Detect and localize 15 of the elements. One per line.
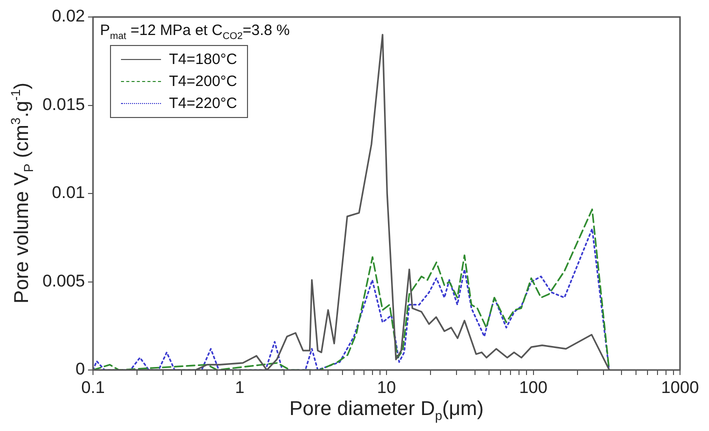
y-tick-label: 0.02 [52, 6, 85, 26]
x-tick-label: 0.1 [81, 378, 105, 397]
legend-label: T4=220°C [169, 94, 238, 112]
legend-title: P$_{mat}$ =12 MPa et C$_{CO2}$=3.8 % [100, 22, 290, 42]
y-tick-label: 0.01 [52, 183, 85, 202]
y-tick-label: 0.005 [42, 271, 85, 290]
x-tick-label: 1000 [661, 378, 699, 397]
x-tick-label: 100 [519, 378, 548, 397]
x-tick-label: 1 [235, 378, 244, 397]
legend-label: T4=180°C [169, 50, 238, 68]
legend-label: T4=200°C [169, 72, 238, 90]
x-axis-title: Pore diameter D$_{p}$(μm) [288, 398, 485, 423]
y-tick-label: 0.015 [42, 94, 85, 114]
x-tick-label: 10 [377, 378, 396, 397]
y-tick-label: 0 [76, 360, 85, 379]
